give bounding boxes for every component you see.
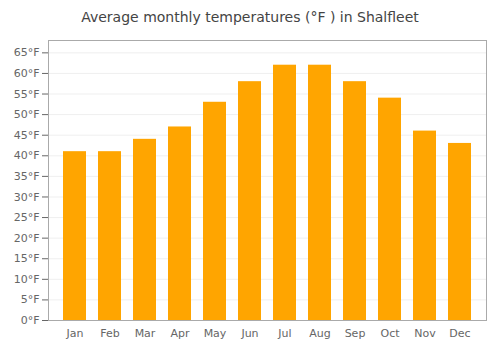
svg-text:50°F: 50°F [14,108,40,121]
svg-text:Aug: Aug [309,327,330,340]
svg-text:Jun: Jun [240,327,258,340]
svg-text:20°F: 20°F [14,232,40,245]
svg-text:Apr: Apr [170,327,190,340]
svg-text:35°F: 35°F [14,170,40,183]
svg-text:30°F: 30°F [14,190,40,203]
svg-text:Nov: Nov [414,327,436,340]
svg-text:40°F: 40°F [14,149,40,162]
svg-text:Jul: Jul [277,327,291,340]
html-text:Average monthly temperatures (: Average monthly temperatures (°F ) in Sh… [81,9,419,25]
svg-text:60°F: 60°F [14,67,40,80]
svg-text:Mar: Mar [135,327,156,340]
svg-text:5°F: 5°F [21,293,40,306]
svg-text:65°F: 65°F [14,46,40,59]
svg-text:10°F: 10°F [14,273,40,286]
svg-text:0°F: 0°F [21,314,40,327]
svg-text:Dec: Dec [449,327,470,340]
svg-text:May: May [204,327,227,340]
svg-text:Oct: Oct [380,327,400,340]
svg-text:55°F: 55°F [14,88,40,101]
svg-text:25°F: 25°F [14,211,40,224]
svg-text:45°F: 45°F [14,129,40,142]
svg-text:Sep: Sep [345,327,366,340]
svg-text:Feb: Feb [100,327,119,340]
svg-text:15°F: 15°F [14,252,40,265]
svg-text:Jan: Jan [66,327,84,340]
